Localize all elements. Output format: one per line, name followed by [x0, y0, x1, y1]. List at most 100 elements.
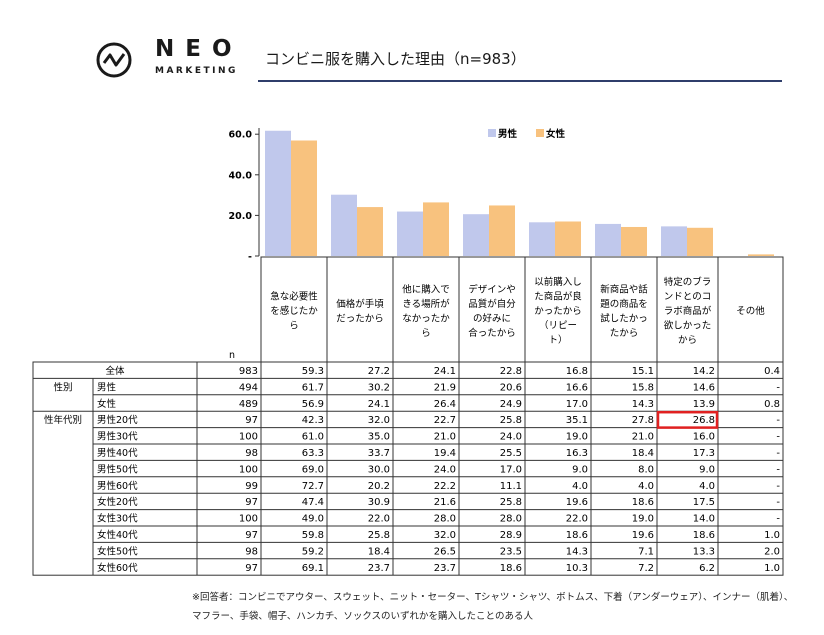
table-value-cell: 32.0 — [434, 530, 456, 541]
table-value-cell: 22.2 — [434, 481, 456, 492]
table-value-cell: 28.0 — [500, 514, 522, 525]
table-value-cell: 14.6 — [693, 382, 715, 393]
table-value-cell: 30.0 — [368, 464, 390, 475]
table-n-cell: 100 — [239, 432, 258, 443]
table-value-cell: 16.6 — [566, 382, 588, 393]
y-tick-label: 40.0 — [229, 170, 253, 181]
bar-female-0 — [291, 140, 317, 256]
category-label-line: 価格が手頃 — [336, 298, 384, 310]
table-value-cell: 19.0 — [566, 432, 588, 443]
table-value-cell: 28.0 — [434, 514, 456, 525]
category-label-line: ら — [289, 321, 299, 332]
legend-swatch-0 — [488, 129, 496, 137]
bar-female-1 — [357, 207, 383, 256]
table-value-cell: 15.8 — [632, 382, 654, 393]
bar-female-3 — [489, 205, 515, 256]
table-value-cell: 8.0 — [638, 464, 654, 475]
table-value-cell: 1.0 — [764, 530, 780, 541]
table-value-cell: 14.0 — [693, 514, 715, 525]
table-value-cell: 27.8 — [632, 415, 654, 426]
category-label-line: なかったか — [402, 313, 450, 324]
table-value-cell: 59.2 — [302, 546, 324, 557]
table-value-cell: 35.0 — [368, 432, 390, 443]
category-label-line: ラボ商品が — [664, 305, 712, 317]
table-value-cell: 56.9 — [302, 399, 324, 410]
category-label-2: 他に購入できる場所がなかったから — [402, 283, 450, 339]
table-group-label: 性年代別 — [44, 414, 82, 426]
table-value-cell: - — [776, 497, 780, 508]
table-row-label: 女性 — [97, 398, 117, 410]
table-value-cell: 19.0 — [632, 514, 654, 525]
table-value-cell: 0.8 — [764, 399, 780, 410]
page-title: コンビニ服を購入した理由（n=983） — [265, 50, 526, 68]
table-n-cell: 98 — [245, 546, 258, 557]
table-value-cell: 4.0 — [699, 481, 715, 492]
table-value-cell: - — [776, 415, 780, 426]
table-n-cell: 100 — [239, 464, 258, 475]
logo-subtitle: MARKETING — [155, 66, 238, 76]
table-row-label: 男性50代 — [97, 463, 138, 475]
table-value-cell: 26.5 — [434, 546, 456, 557]
table-value-cell: 17.3 — [693, 448, 715, 459]
table-value-cell: 14.3 — [566, 546, 588, 557]
table-value-cell: 23.7 — [368, 563, 390, 574]
table-value-cell: 7.2 — [638, 563, 654, 574]
table-row-label: 女性30代 — [97, 513, 138, 525]
table-value-cell: 1.0 — [764, 563, 780, 574]
y-tick-label: - — [248, 252, 252, 263]
y-tick-label: 20.0 — [229, 211, 253, 222]
table-value-cell: 49.0 — [302, 514, 324, 525]
table-value-cell: 14.2 — [693, 366, 715, 377]
table-value-cell: - — [776, 481, 780, 492]
category-label-line: 欲しかった — [664, 320, 712, 332]
table-n-cell: 97 — [245, 563, 258, 574]
table-n-cell: 97 — [245, 497, 258, 508]
footnote-line-2: マフラー、手袋、帽子、ハンカチ、ソックスのいずれかを購入したことのある人 — [192, 611, 533, 622]
table-value-cell: - — [776, 464, 780, 475]
category-label-line: を感じたか — [270, 305, 318, 317]
table-value-cell: 24.1 — [434, 366, 456, 377]
table-value-cell: 9.0 — [699, 464, 715, 475]
table-value-cell: 22.0 — [566, 514, 588, 525]
table-value-cell: 35.1 — [566, 415, 588, 426]
table-value-cell: 13.3 — [693, 546, 715, 557]
table-value-cell: 47.4 — [302, 497, 324, 508]
category-label-line: （リピー — [539, 320, 577, 332]
category-label-line: から — [678, 335, 697, 346]
table-n-cell: 97 — [245, 530, 258, 541]
category-label-1: 価格が手頃だったから — [336, 298, 384, 325]
bar-female-7 — [748, 254, 774, 256]
table-value-cell: 15.1 — [632, 366, 654, 377]
category-label-line: た商品が良 — [534, 291, 582, 303]
bar-male-4 — [529, 222, 555, 256]
n-header: n — [229, 350, 235, 361]
category-label-line: ら — [421, 328, 431, 339]
table-border — [32, 361, 784, 576]
table-value-cell: 19.6 — [632, 530, 654, 541]
table-value-cell: 19.6 — [566, 497, 588, 508]
category-label-line: ンドとのコ — [664, 292, 711, 303]
table-value-cell: 25.8 — [368, 530, 390, 541]
bar-chart-with-table: 60.040.020.0-男性 女性急な必要性を感じたから価格が手頃だったから他に… — [32, 128, 784, 576]
table-value-cell: 18.6 — [632, 497, 654, 508]
table-value-cell: 25.8 — [500, 415, 522, 426]
table-value-cell: - — [776, 514, 780, 525]
bar-male-5 — [595, 223, 621, 256]
table-value-cell: 20.6 — [500, 382, 522, 393]
table-row-label: 女性60代 — [97, 562, 138, 574]
legend-swatch-1 — [536, 129, 544, 137]
highlight-box — [656, 410, 719, 429]
table-value-cell: 33.7 — [368, 448, 390, 459]
category-label-3: デザインや品質が自分の好みに合ったから — [468, 283, 516, 339]
table-n-cell: 983 — [239, 366, 258, 377]
footnote: ※回答者：コンビニでアウター、スウェット、ニット・セーター、Tシャツ・シャツ、ボ… — [192, 588, 812, 626]
table-value-cell: 22.0 — [368, 514, 390, 525]
category-label-line: 新商品や話 — [600, 283, 648, 295]
bar-male-1 — [331, 194, 357, 256]
table-row-label: 男性30代 — [97, 431, 138, 443]
table-row-label: 男性60代 — [97, 480, 138, 492]
table-value-cell: 24.9 — [500, 399, 522, 410]
table-value-cell: 14.3 — [632, 399, 654, 410]
table-value-cell: 9.0 — [572, 464, 588, 475]
table-value-cell: 19.4 — [434, 448, 456, 459]
